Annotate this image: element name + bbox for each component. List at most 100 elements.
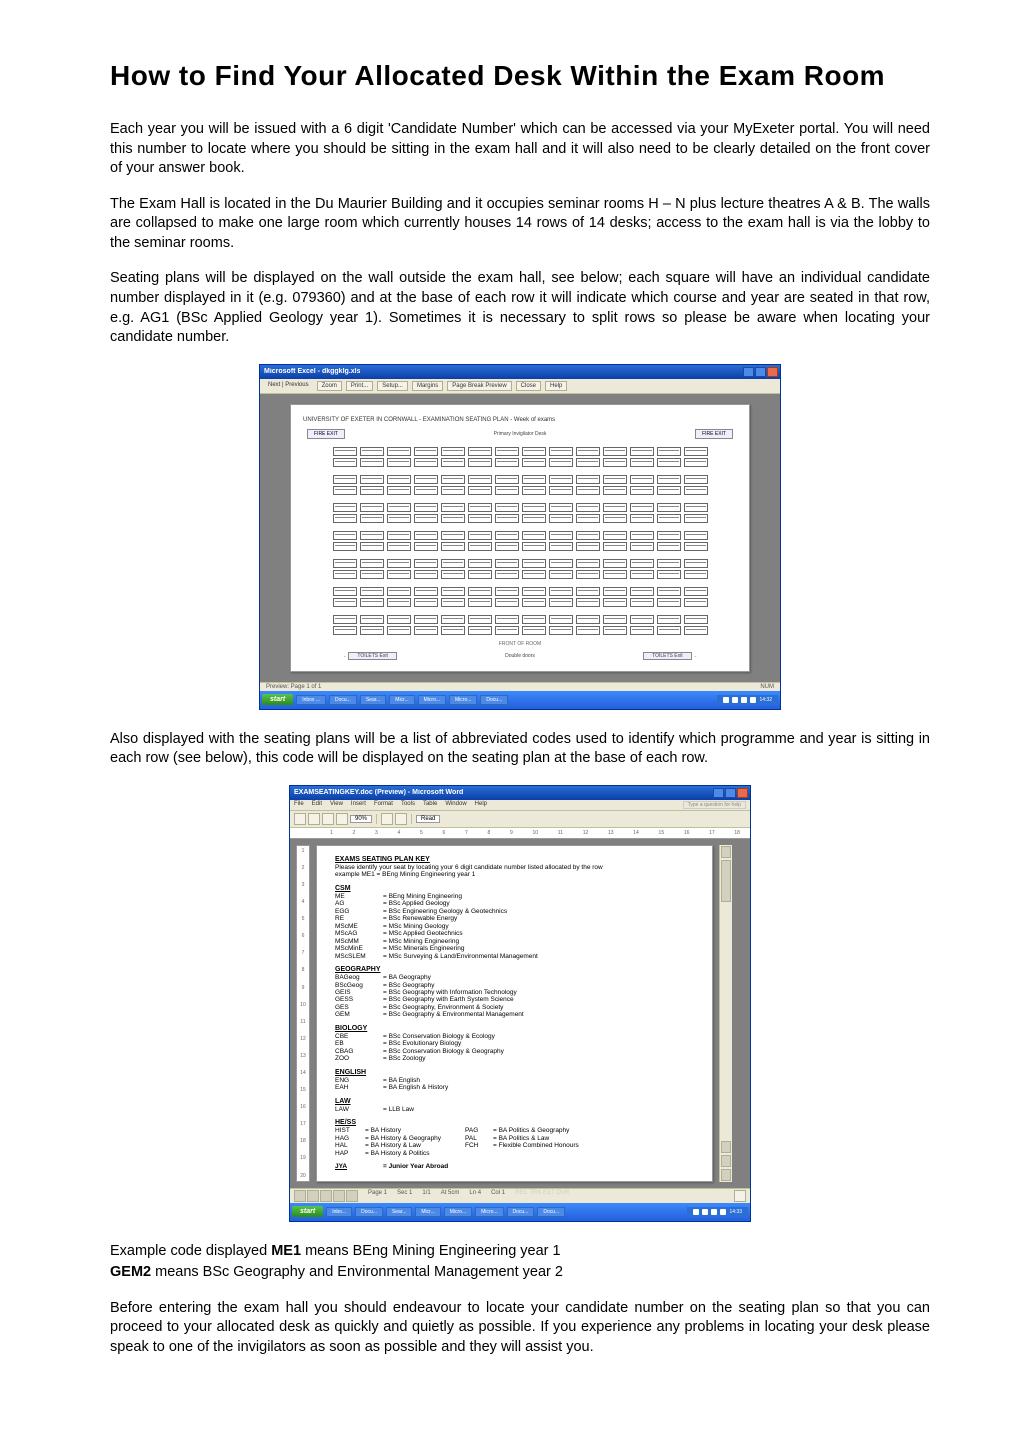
seat-desk bbox=[576, 531, 600, 540]
programme-code: ME bbox=[335, 893, 383, 900]
seat-desk bbox=[468, 503, 492, 512]
task-item[interactable]: Docu... bbox=[507, 1207, 535, 1217]
programme-desc: = MSc Mining Geology bbox=[383, 923, 694, 930]
start-button[interactable]: start bbox=[262, 694, 293, 705]
code-section-title: HE/SS bbox=[335, 1119, 694, 1127]
programme-code: ZOO bbox=[335, 1055, 383, 1062]
programme-desc: = BSc Geography & Environmental Manageme… bbox=[383, 1011, 694, 1018]
close-icon[interactable] bbox=[737, 788, 748, 798]
seat-desk bbox=[684, 626, 708, 635]
minimize-icon[interactable] bbox=[743, 367, 754, 377]
menu-help[interactable]: Help bbox=[475, 801, 487, 809]
seat-desk bbox=[495, 475, 519, 484]
read-button[interactable]: Read bbox=[416, 815, 440, 823]
maximize-icon[interactable] bbox=[755, 367, 766, 377]
menu-table[interactable]: Table bbox=[423, 801, 437, 809]
programme-code: CBE bbox=[335, 1033, 383, 1040]
menu-tools[interactable]: Tools bbox=[401, 801, 415, 809]
task-item[interactable]: Micro... bbox=[449, 695, 477, 705]
front-of-room-label: FRONT OF ROOM bbox=[303, 641, 737, 647]
task-item[interactable]: Micro... bbox=[444, 1207, 472, 1217]
help-button[interactable]: Help bbox=[545, 381, 567, 391]
view-icon[interactable] bbox=[333, 1190, 345, 1202]
seat-row bbox=[303, 503, 737, 512]
programme-code: GEIS bbox=[335, 989, 383, 996]
view-icon[interactable] bbox=[346, 1190, 358, 1202]
page-break-button[interactable]: Page Break Preview bbox=[447, 381, 511, 391]
seat-row bbox=[303, 587, 737, 596]
seat-desk bbox=[684, 475, 708, 484]
zoom-field[interactable]: 90% bbox=[350, 815, 372, 823]
system-tray: 14:32 bbox=[717, 695, 778, 705]
minimize-icon[interactable] bbox=[713, 788, 724, 798]
task-item[interactable]: Micr... bbox=[389, 695, 414, 705]
scroll-page-icon[interactable] bbox=[721, 1155, 731, 1167]
maximize-icon[interactable] bbox=[725, 788, 736, 798]
menu-insert[interactable]: Insert bbox=[351, 801, 366, 809]
code-line: JYA= Junior Year Abroad bbox=[335, 1163, 694, 1170]
view-icon[interactable] bbox=[307, 1190, 319, 1202]
zoom-button[interactable]: Zoom bbox=[317, 381, 342, 391]
ruler-mark: 8 bbox=[488, 830, 491, 836]
toolbar-icon[interactable] bbox=[381, 813, 393, 825]
task-item[interactable]: Inbox ... bbox=[296, 695, 326, 705]
ruler-mark: 14 bbox=[300, 1070, 306, 1076]
task-item[interactable]: Sear... bbox=[360, 695, 386, 705]
task-item[interactable]: Micro... bbox=[418, 695, 446, 705]
task-item[interactable]: Docu... bbox=[480, 695, 508, 705]
menu-view[interactable]: View bbox=[330, 801, 343, 809]
setup-button[interactable]: Setup... bbox=[377, 381, 408, 391]
seat-desk bbox=[603, 531, 627, 540]
seat-desk bbox=[576, 615, 600, 624]
code-line: ZOO= BSc Zoology bbox=[335, 1055, 694, 1062]
toolbar-icon[interactable] bbox=[336, 813, 348, 825]
seat-desk bbox=[468, 447, 492, 456]
scroll-up-icon[interactable] bbox=[721, 846, 731, 858]
ruler-mark: 5 bbox=[420, 830, 423, 836]
seat-desk bbox=[441, 615, 465, 624]
code-line: RE= BSc Renewable Energy bbox=[335, 915, 694, 922]
view-icon[interactable] bbox=[294, 1190, 306, 1202]
seat-desk bbox=[495, 598, 519, 607]
task-item[interactable]: Micr... bbox=[415, 1207, 440, 1217]
toolbar-icon[interactable] bbox=[294, 813, 306, 825]
margins-button[interactable]: Margins bbox=[412, 381, 443, 391]
seat-desk bbox=[387, 531, 411, 540]
scroll-down-icon[interactable] bbox=[721, 1141, 731, 1153]
programme-code: MScMinE bbox=[335, 945, 383, 952]
toolbar-icon[interactable] bbox=[322, 813, 334, 825]
scroll-thumb[interactable] bbox=[721, 860, 731, 902]
seat-desk bbox=[657, 503, 681, 512]
scroll-page-icon[interactable] bbox=[721, 1169, 731, 1181]
ruler-mark: 16 bbox=[300, 1104, 306, 1110]
ruler-mark: 1 bbox=[330, 830, 333, 836]
menu-file[interactable]: File bbox=[294, 801, 304, 809]
vertical-scrollbar[interactable] bbox=[719, 845, 732, 1182]
print-button[interactable]: Print... bbox=[346, 381, 373, 391]
task-item[interactable]: Docu... bbox=[537, 1207, 565, 1217]
intro-paragraph-2: The Exam Hall is located in the Du Mauri… bbox=[110, 195, 930, 254]
seat-desk bbox=[495, 514, 519, 523]
menu-format[interactable]: Format bbox=[374, 801, 393, 809]
start-button[interactable]: start bbox=[292, 1206, 323, 1217]
type-question-box[interactable]: Type a question for help bbox=[683, 801, 746, 809]
ruler-mark: 7 bbox=[465, 830, 468, 836]
toolbar-icon[interactable] bbox=[395, 813, 407, 825]
programme-desc: = BEng Mining Engineering bbox=[383, 893, 694, 900]
toolbar-icon[interactable] bbox=[308, 813, 320, 825]
view-icon[interactable] bbox=[320, 1190, 332, 1202]
task-item[interactable]: Sear... bbox=[386, 1207, 412, 1217]
seat-desk bbox=[495, 542, 519, 551]
seat-desk bbox=[414, 531, 438, 540]
close-button[interactable]: Close bbox=[516, 381, 541, 391]
ruler-mark: 19 bbox=[300, 1155, 306, 1161]
task-item[interactable]: Docu... bbox=[355, 1207, 383, 1217]
task-item[interactable]: Docu... bbox=[329, 695, 357, 705]
close-icon[interactable] bbox=[767, 367, 778, 377]
ruler-mark: 10 bbox=[533, 830, 539, 836]
menu-edit[interactable]: Edit bbox=[312, 801, 322, 809]
seat-desk bbox=[549, 598, 573, 607]
task-item[interactable]: Micro... bbox=[475, 1207, 503, 1217]
menu-window[interactable]: Window bbox=[445, 801, 466, 809]
task-item[interactable]: Inbo... bbox=[326, 1207, 352, 1217]
